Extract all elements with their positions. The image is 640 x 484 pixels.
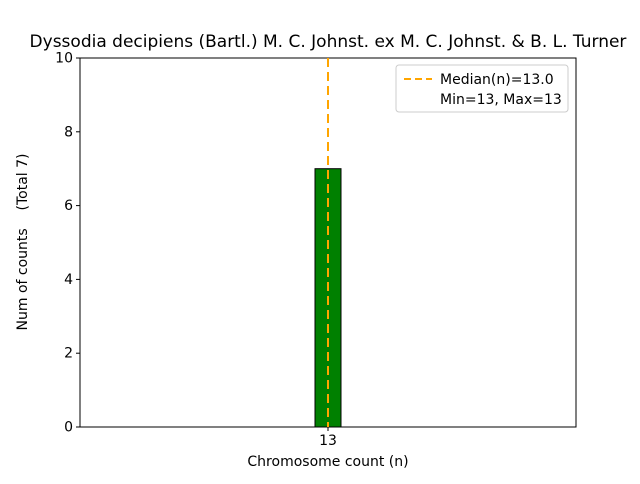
legend-label-median: Median(n)=13.0 (440, 72, 554, 88)
y-tick-label: 8 (64, 124, 73, 140)
y-axis-label: Num of counts (Total 7) (15, 154, 31, 331)
chart-title: Dyssodia decipiens (Bartl.) M. C. Johnst… (30, 32, 627, 52)
y-tick-label: 4 (64, 272, 73, 288)
legend: Median(n)=13.0 Min=13, Max=13 (395, 64, 569, 113)
y-tick-label: 10 (55, 51, 73, 67)
legend-label-minmax: Min=13, Max=13 (440, 92, 562, 108)
y-tick-label: 6 (64, 198, 73, 214)
x-axis-label: Chromosome count (n) (247, 454, 408, 470)
y-tick-label: 2 (64, 346, 73, 362)
y-tick-label: 0 (64, 420, 73, 436)
x-tick-label: 13 (319, 433, 337, 449)
legend-box (395, 64, 569, 113)
plot-dynamic: 0 2 4 6 8 10 13 (55, 51, 342, 449)
